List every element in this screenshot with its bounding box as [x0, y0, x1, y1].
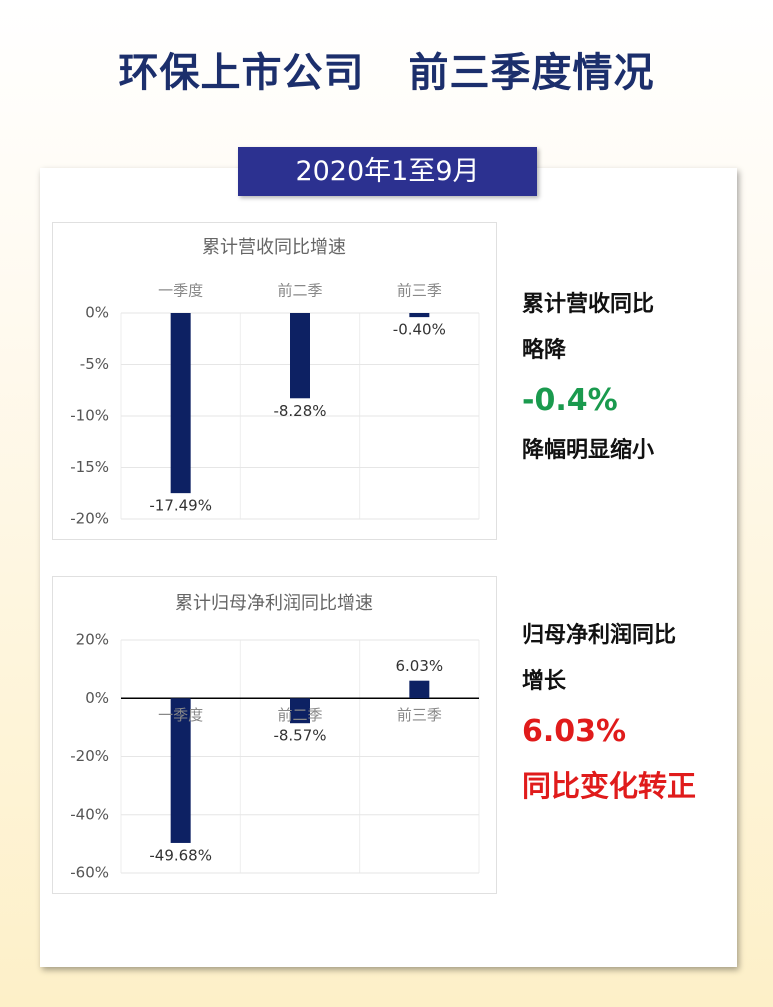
note: 累计营收同比 略降 -0.4% 降幅明显缩小: [522, 282, 654, 474]
bar: [170, 698, 191, 843]
chart-title: 累计归母净利润同比增速: [175, 593, 373, 614]
y-tick-label: -20%: [70, 747, 109, 765]
note-conclusion: 降幅明显缩小: [522, 438, 655, 463]
note-conclusion: 同比变化转正: [522, 769, 697, 803]
x-tick-label: 前三季: [397, 282, 442, 300]
value-label: -8.57%: [273, 727, 326, 745]
x-tick-label: 一季度: [158, 282, 203, 300]
bar: [290, 698, 310, 724]
note-line: 累计营收同比: [522, 292, 655, 317]
y-tick-label: -20%: [70, 510, 109, 528]
y-tick-label: -60%: [70, 864, 109, 882]
page-title: 环保上市公司 前三季度情况: [0, 40, 773, 98]
value-label: -0.40%: [393, 321, 446, 339]
bar: [170, 313, 191, 494]
x-tick-label: 前二季: [277, 282, 322, 300]
y-tick-label: -40%: [70, 805, 109, 823]
title-part: 环保上市公司: [118, 50, 365, 96]
y-tick-label: -5%: [80, 355, 109, 373]
bar: [409, 680, 430, 699]
note: 归母净利润同比 增长 6.03% 同比变化转正: [522, 613, 696, 813]
note-line: 略降: [522, 338, 567, 363]
note-line: 归母净利润同比: [522, 623, 677, 648]
note-line: 增长: [522, 669, 567, 694]
y-tick-label: 20%: [76, 631, 109, 649]
x-tick-label: 前三季: [397, 706, 442, 724]
y-tick-label: 0%: [85, 304, 109, 322]
value-label: -8.28%: [273, 402, 326, 420]
chart: 累计营收同比增速 0% -5% -10% -15% -20% 一季度 -17.49% 前二季 -8…: [52, 222, 497, 540]
note-figure: -0.4%: [522, 383, 618, 418]
period-badge: 2020年1至9月: [238, 147, 537, 196]
note-figure: 6.03%: [522, 714, 627, 749]
value-label: -49.68%: [149, 846, 212, 864]
y-tick-label: 0%: [85, 689, 109, 707]
y-tick-label: -15%: [70, 458, 109, 476]
y-tick-label: -10%: [70, 407, 109, 425]
title-part: 前三季度情况: [408, 50, 655, 96]
x-tick-label: 前二季: [277, 706, 322, 724]
chart: 累计归母净利润同比增速 20% 0% -20% -40% -60% 一季度 -49.68% 前二…: [52, 576, 497, 894]
x-tick-label: 一季度: [158, 706, 203, 724]
chart-title: 累计营收同比增速: [202, 237, 346, 258]
value-label: -17.49%: [149, 497, 212, 515]
bar: [409, 313, 430, 318]
value-label: 6.03%: [396, 657, 444, 675]
bar: [290, 313, 310, 399]
